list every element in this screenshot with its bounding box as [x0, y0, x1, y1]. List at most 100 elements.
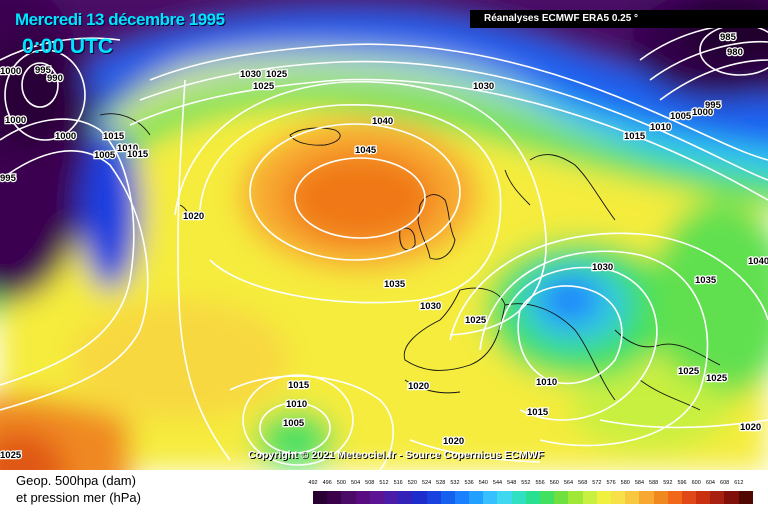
scale-tick-label: 536 [464, 480, 474, 486]
scale-cell [568, 491, 583, 504]
geopotential-map: 1000 995 990 1000 1000 1005 1010 1015 10… [0, 0, 768, 470]
isobar-label: 1010 [536, 377, 557, 388]
scale-tick-label: 532 [450, 480, 460, 486]
isobar-label: 1015 [527, 407, 549, 418]
scale-cell [383, 491, 399, 504]
isobar-label: 1020 [740, 422, 761, 433]
scale-cell [639, 491, 654, 504]
scale-tick-label: 568 [578, 480, 588, 486]
scale-tick-label: 588 [649, 480, 659, 486]
scale-cell [525, 491, 540, 504]
scale-cell [710, 491, 725, 504]
scale-tick-label: 540 [478, 480, 488, 486]
map-date-title: Mercredi 13 décembre 1995 [15, 10, 225, 29]
scale-tick-label: 560 [549, 480, 559, 486]
isobar-label: 985 [720, 32, 737, 43]
scale-cell [369, 491, 384, 504]
isobar-label: 1040 [372, 116, 393, 127]
coastlines [99, 113, 721, 411]
isobar-label: 1030 [473, 81, 494, 92]
scale-tick-label: 500 [336, 480, 346, 486]
isobar-label: 1015 [103, 131, 125, 142]
isobars [0, 22, 768, 470]
scale-tick-label: 528 [436, 480, 446, 486]
isobar-label: 1040 [748, 256, 768, 267]
isobar-label: 1035 [695, 275, 717, 286]
isobar-label: 1025 [465, 315, 487, 326]
isobar-label: 1000 [0, 66, 21, 77]
scale-tick-label: 512 [379, 480, 389, 486]
scale-cell [738, 491, 753, 504]
scale-tick-label: 548 [507, 480, 517, 486]
isobar-label: 1010 [117, 143, 138, 154]
colour-scale-labels: 492 496 500 504 508 512 516 520 524 528 532 536 540 5… [308, 480, 753, 490]
scale-tick-label: 492 [308, 480, 318, 486]
isobar-label: 1045 [355, 145, 377, 156]
scale-tick-label: 584 [634, 480, 645, 486]
scale-cell [355, 491, 370, 504]
isobar-label: 1025 [0, 450, 22, 461]
isobar-label: 1025 [266, 69, 288, 80]
scale-tick-label: 612 [734, 480, 744, 486]
data-source-banner: Réanalyses ECMWF ERA5 0.25 ° [470, 10, 768, 28]
scale-cell [426, 491, 441, 504]
scale-tick-label: 596 [677, 480, 687, 486]
isobar-label: 1005 [283, 418, 305, 429]
scale-cell [469, 491, 484, 504]
scale-cell [398, 491, 413, 504]
legend-title-pressure: et pression mer (hPa) [16, 490, 141, 505]
scale-tick-label: 544 [492, 480, 503, 486]
scale-cell [667, 491, 682, 504]
scale-cell [554, 491, 569, 504]
isobar-label: 1005 [670, 111, 692, 122]
isobar-label: 1025 [706, 373, 728, 384]
isobar-label: 1020 [408, 381, 429, 392]
scale-cell [540, 491, 555, 504]
isobar-label: 1030 [592, 262, 613, 273]
scale-tick-label: 508 [365, 480, 375, 486]
isobar-label: 1025 [253, 81, 275, 92]
isobar-label: 1025 [678, 366, 700, 377]
scale-cell [440, 491, 455, 504]
isobar-label: 1015 [288, 380, 310, 391]
isobar-label: 980 [727, 47, 743, 58]
scale-cell [483, 491, 498, 504]
scale-cell [412, 491, 427, 504]
copyright-text: Copyright © 2021 Meteociel.fr - Source C… [248, 449, 544, 461]
scale-tick-label: 592 [663, 480, 673, 486]
scale-tick-label: 604 [705, 480, 715, 486]
isobar-label: 1000 [5, 115, 26, 126]
scale-cell [313, 491, 328, 504]
scale-tick-label: 516 [393, 480, 403, 486]
scale-tick-label: 496 [322, 480, 332, 486]
scale-tick-label: 564 [563, 480, 574, 486]
isobar-label: 1030 [420, 301, 441, 312]
isobar-label: 1005 [94, 150, 116, 161]
scale-cell [497, 491, 512, 504]
scale-tick-label: 504 [350, 480, 361, 486]
scale-cell [653, 491, 668, 504]
isobar-label: 1000 [55, 131, 76, 142]
scale-tick-label: 600 [691, 480, 701, 486]
isobar-label: 1020 [443, 436, 464, 447]
scale-cell [625, 491, 640, 504]
isobar-label: 995 [0, 173, 17, 184]
isobar-label: 995 [705, 100, 722, 111]
isobar-labels: 1000 995 990 1000 1000 1005 1010 1015 10… [0, 31, 768, 463]
scale-cell [696, 491, 711, 504]
scale-cell [582, 491, 597, 504]
scale-cell [341, 491, 356, 504]
isobar-label: 995 [35, 65, 52, 76]
colour-scale-bar [313, 491, 753, 504]
isobar-label: 1010 [286, 399, 307, 410]
scale-tick-label: 520 [407, 480, 417, 486]
scale-cell [724, 491, 739, 504]
isobar-label: 1015 [127, 149, 149, 160]
isobar-label: 1020 [183, 211, 204, 222]
scale-tick-label: 524 [421, 480, 432, 486]
scale-tick-label: 576 [606, 480, 616, 486]
scale-cell [596, 491, 611, 504]
scale-cell [511, 491, 526, 504]
isobar-label: 1035 [384, 279, 406, 290]
